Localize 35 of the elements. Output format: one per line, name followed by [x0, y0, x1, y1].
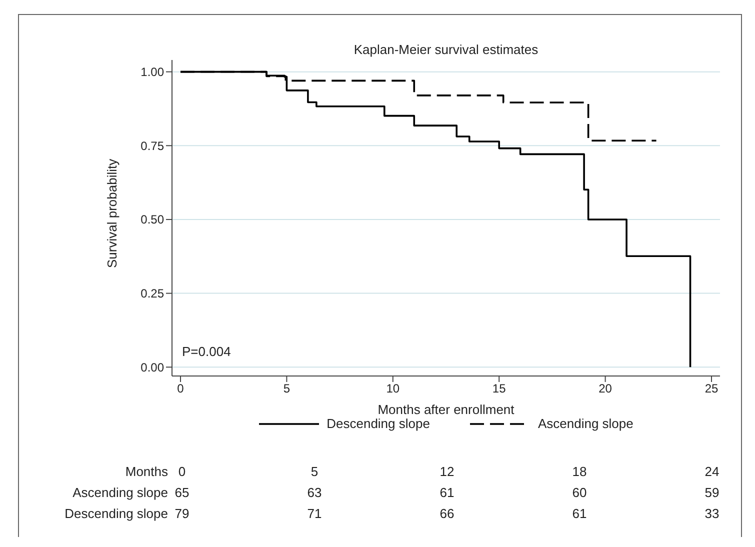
- text: 61: [438, 485, 456, 500]
- x-tick-label: 20: [598, 382, 612, 396]
- text: 66: [438, 506, 456, 521]
- x-axis-title: Months after enrollment: [378, 402, 515, 417]
- legend-label: Descending slope: [326, 416, 430, 431]
- x-tick-label: 15: [492, 382, 506, 396]
- text: 71: [306, 506, 323, 521]
- x-tick-label: 25: [704, 382, 718, 396]
- text: 63: [306, 485, 323, 500]
- x-tick-label: 0: [177, 382, 184, 396]
- y-tick-label: 1.00: [140, 65, 164, 80]
- y-tick-label: 0.50: [140, 212, 164, 227]
- text: 60: [571, 485, 588, 500]
- text: 5: [310, 464, 320, 479]
- text: Ascending slope: [72, 485, 168, 500]
- text: 0: [178, 464, 186, 479]
- y-axis-title: Survival probability: [104, 158, 120, 268]
- text: 59: [704, 485, 720, 500]
- text: Descending slope: [64, 506, 168, 521]
- text: 33: [704, 506, 720, 521]
- x-tick-label: 10: [386, 382, 400, 396]
- chart-title: Kaplan-Meier survival estimates: [352, 42, 540, 57]
- x-tick-label: 5: [283, 382, 290, 396]
- text: 65: [174, 485, 190, 500]
- text: 24: [704, 464, 720, 479]
- text: Months: [125, 464, 168, 479]
- y-tick-label: 0.75: [140, 138, 164, 153]
- legend-label: Ascending slope: [538, 416, 634, 431]
- annotation: P=0.004: [182, 344, 231, 359]
- text: 61: [571, 506, 588, 521]
- text: 18: [571, 464, 588, 479]
- y-tick-label: 0.25: [140, 286, 164, 301]
- y-tick-label: 0.00: [140, 360, 164, 374]
- text: 12: [438, 464, 456, 479]
- text: 79: [174, 506, 190, 521]
